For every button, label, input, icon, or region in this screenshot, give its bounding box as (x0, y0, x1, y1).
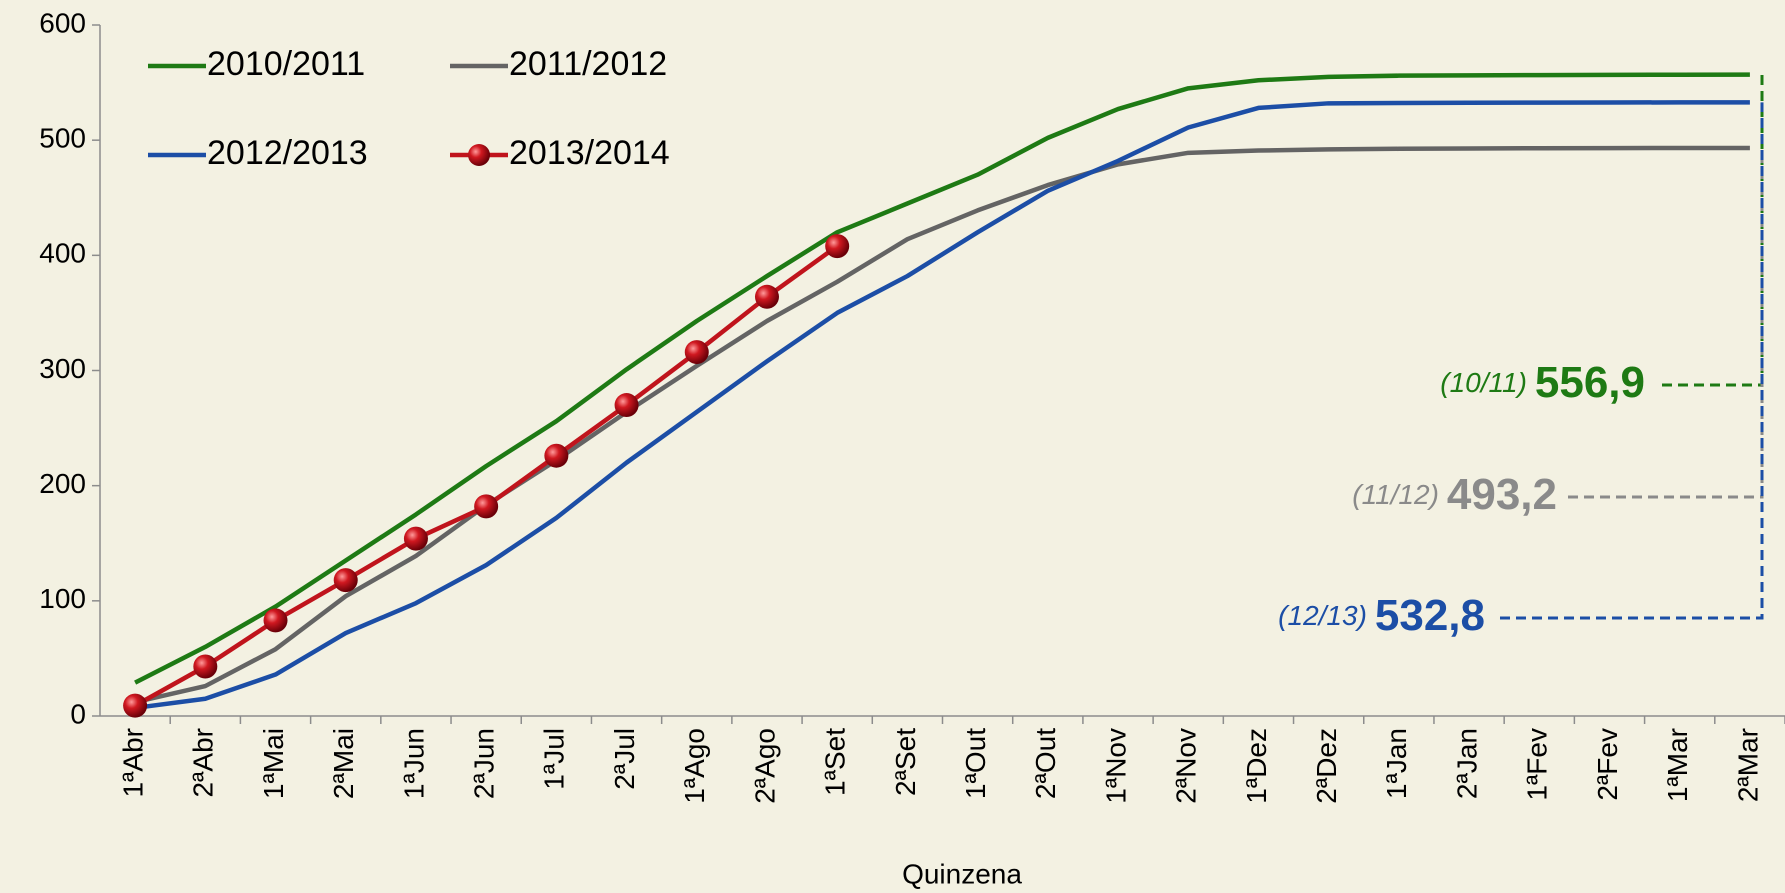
x-tick-label: 2ªMai (328, 728, 359, 799)
series-marker (614, 393, 639, 418)
x-tick-label: 1ªJul (539, 728, 570, 790)
y-tick-label: 600 (39, 7, 86, 38)
series-marker (403, 526, 428, 551)
x-tick-label: 2ªDez (1311, 728, 1342, 804)
annotation: (10/11) 556,9 (1440, 358, 1645, 407)
x-tick-label: 1ªMar (1662, 728, 1693, 802)
series-line (134, 100, 1750, 711)
annotation-connector (1568, 147, 1764, 499)
series-marker (193, 654, 218, 679)
x-tick-label: 2ªOut (1030, 728, 1061, 799)
x-tick-label: 2ªJan (1451, 728, 1482, 799)
x-tick-label: 1ªJun (398, 728, 429, 799)
y-tick-label: 400 (39, 238, 86, 269)
x-tick-label: 2ªJun (469, 728, 500, 799)
series-marker (474, 494, 499, 519)
x-tick-label: 1ªMai (258, 728, 289, 799)
legend-label: 2012/2013 (207, 134, 368, 172)
annotation-label: (12/13) (1278, 600, 1367, 631)
legend-label: 2011/2012 (509, 45, 667, 83)
series-line (134, 72, 1750, 685)
y-tick-label: 300 (39, 353, 86, 384)
x-tick-label: 2ªJul (609, 728, 640, 790)
series-marker (754, 284, 779, 309)
legend-label: 2010/2011 (207, 45, 365, 83)
x-tick-label: 2ªAbr (188, 728, 219, 798)
x-tick-label: 2ªSet (890, 728, 921, 796)
legend-label: 2013/2014 (509, 134, 670, 172)
annotation-value: 532,8 (1375, 591, 1485, 640)
annotation-value: 493,2 (1447, 470, 1557, 519)
x-tick-label: 2ªAgo (749, 728, 780, 804)
legend-marker (468, 144, 490, 166)
x-tick-label: 1ªAgo (679, 728, 710, 804)
series-marker (333, 568, 358, 593)
series-line (134, 145, 1750, 705)
x-tick-label: 1ªAbr (117, 728, 148, 798)
x-tick-label: 1ªFev (1522, 728, 1553, 801)
series-marker (123, 693, 148, 718)
x-tick-label: 1ªSet (820, 728, 851, 796)
series-marker (825, 234, 850, 259)
y-tick-label: 100 (39, 583, 86, 614)
x-tick-label: 1ªDez (1241, 728, 1272, 804)
x-tick-label: 1ªOut (960, 728, 991, 799)
x-tick-label: 2ªFev (1592, 728, 1623, 801)
series-marker (544, 443, 569, 468)
y-tick-label: 500 (39, 123, 86, 154)
x-tick-label: 2ªMar (1732, 728, 1763, 802)
x-tick-label: 1ªNov (1100, 728, 1131, 804)
x-axis-title: Quinzena (902, 858, 1022, 889)
x-tick-label: 1ªJan (1381, 728, 1412, 799)
y-tick-label: 0 (70, 698, 86, 729)
annotation: (11/12) 493,2 (1352, 470, 1557, 519)
annotation-value: 556,9 (1535, 358, 1645, 407)
series-marker (263, 608, 288, 633)
y-tick-label: 200 (39, 468, 86, 499)
annotation-label: (11/12) (1352, 479, 1439, 510)
x-tick-label: 2ªNov (1171, 728, 1202, 804)
annotation-connector (1500, 102, 1764, 620)
series-marker (684, 340, 709, 365)
annotation: (12/13) 532,8 (1278, 591, 1485, 640)
annotation-label: (10/11) (1440, 367, 1527, 398)
